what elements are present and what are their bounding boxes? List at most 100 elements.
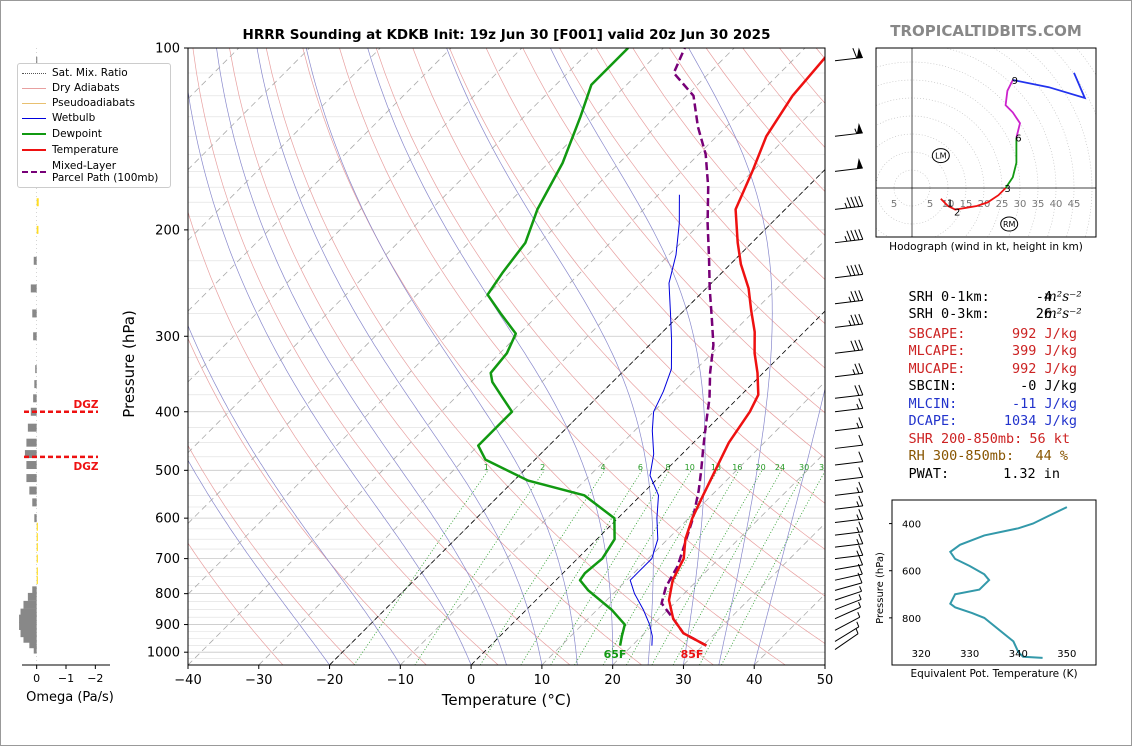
wind-barb: [834, 313, 864, 328]
barb-full: [858, 554, 864, 566]
moist-adiabat: [188, 88, 472, 665]
isotherm: [470, 310, 825, 665]
omega-bar: [32, 586, 37, 595]
mixing-ratio-line: [550, 470, 670, 665]
barb-half: [858, 594, 862, 600]
barb-full: [858, 313, 864, 325]
omega-bar: [34, 380, 37, 389]
barb-half: [844, 236, 848, 242]
x-tick-label: −10: [387, 673, 414, 688]
wind-barb: [834, 434, 864, 449]
theta-e-y-tick-label: 600: [902, 567, 921, 578]
barb-staff: [834, 554, 863, 560]
barb-staff: [834, 323, 863, 328]
wind-barb: [834, 195, 864, 210]
dry-adiabat: [229, 48, 643, 665]
wind-barb: [834, 594, 862, 611]
barb-full: [854, 290, 860, 302]
surface-dewpoint-label: 65F: [604, 648, 627, 661]
wind-barb: [834, 481, 864, 496]
barb-full: [858, 229, 864, 240]
barb-staff: [834, 531, 863, 536]
legend-item-pseudoadiabats: Pseudoadiabats: [22, 97, 135, 109]
wind-barb: [834, 47, 863, 62]
hodo-ring-label: 45: [1068, 199, 1081, 210]
wind-barb: [834, 545, 864, 560]
mixing-ratio-line: [672, 470, 782, 665]
x-axis-label: Temperature (°C): [441, 691, 572, 709]
wind-barb: [834, 508, 864, 523]
barb-full: [857, 572, 863, 584]
y-tick-label: 300: [155, 330, 180, 345]
wind-barb: [834, 628, 859, 650]
omega-bar: [33, 256, 37, 265]
mixing-ratio-line: [602, 470, 718, 665]
omega-tick-label: −2: [87, 672, 103, 685]
hodograph-frame: [875, 47, 1097, 238]
mixing-ratio-label: 1: [484, 463, 489, 472]
stat-mlcin: MLCIN: -11 J/kg: [908, 396, 1077, 412]
theta-e-ylabel: Pressure (hPa): [875, 552, 886, 624]
mixing-ratio-label: 10: [685, 463, 695, 472]
barb-full: [858, 451, 864, 462]
barb-staff: [834, 299, 863, 305]
hodo-height-label: 9: [1012, 76, 1018, 87]
barb-half: [844, 202, 848, 209]
hodo-segment: [940, 187, 1007, 211]
barb-staff: [834, 590, 862, 601]
omega-bar: [29, 640, 37, 649]
omega-bar: [23, 600, 37, 609]
hodo-height-label: 2: [954, 207, 960, 218]
y-tick-label: 900: [155, 618, 180, 633]
dewpoint-line: [476, 48, 629, 646]
theta-e-line: [948, 506, 1068, 659]
hodo-height-label: 6: [1015, 134, 1021, 145]
barb-staff: [834, 444, 863, 449]
barb-full: [857, 563, 863, 575]
barb-staff: [834, 543, 863, 548]
barb-half: [856, 539, 860, 545]
mixing-ratio-label: 2: [540, 463, 545, 472]
barb-full: [858, 481, 864, 493]
wind-barb: [834, 157, 863, 172]
barb-full: [858, 339, 864, 351]
barb-half: [856, 403, 860, 410]
dry-adiabat: [192, 48, 571, 665]
moist-adiabat: [188, 459, 330, 665]
stat-sbcape: SBCAPE: 992 J/kg: [908, 326, 1077, 342]
barb-full: [858, 417, 864, 428]
barb-staff: [834, 205, 863, 210]
barb-half: [852, 369, 856, 375]
barb-flag: [856, 122, 863, 134]
x-tick-label: −30: [245, 673, 272, 688]
barb-full: [858, 264, 864, 275]
barb-full: [858, 434, 864, 446]
barb-half: [856, 514, 860, 520]
omega-bar: [36, 522, 38, 531]
wind-barb: [834, 363, 864, 378]
omega-bar: [20, 608, 37, 617]
y-tick-label: 100: [155, 42, 180, 57]
theta-e-x-tick-label: 330: [960, 649, 979, 660]
x-tick-label: −20: [316, 673, 343, 688]
wind-barb: [834, 122, 863, 137]
barb-full: [850, 196, 856, 208]
stat-mlcape: MLCAPE: 399 J/kg: [908, 343, 1077, 359]
wind-barb: [834, 554, 864, 571]
omega-bar: [36, 554, 38, 563]
stat-srh-0-3km: SRH 0-3km: 26 m²s⁻²: [908, 306, 1082, 322]
moist-adiabat: [305, 48, 578, 665]
omega-bar: [36, 198, 39, 207]
hodo-ring-label-neg: 5: [891, 199, 897, 210]
theta-e-x-tick-label: 350: [1057, 649, 1076, 660]
isotherm: [683, 522, 825, 665]
legend-item-temperature: Temperature: [22, 144, 119, 156]
omega-bar: [36, 543, 38, 552]
moist-adiabat: [753, 387, 825, 665]
x-tick-label: 30: [675, 673, 692, 688]
y-tick-label: 800: [155, 587, 180, 602]
barb-full: [846, 197, 852, 208]
omega-bar: [27, 592, 37, 601]
